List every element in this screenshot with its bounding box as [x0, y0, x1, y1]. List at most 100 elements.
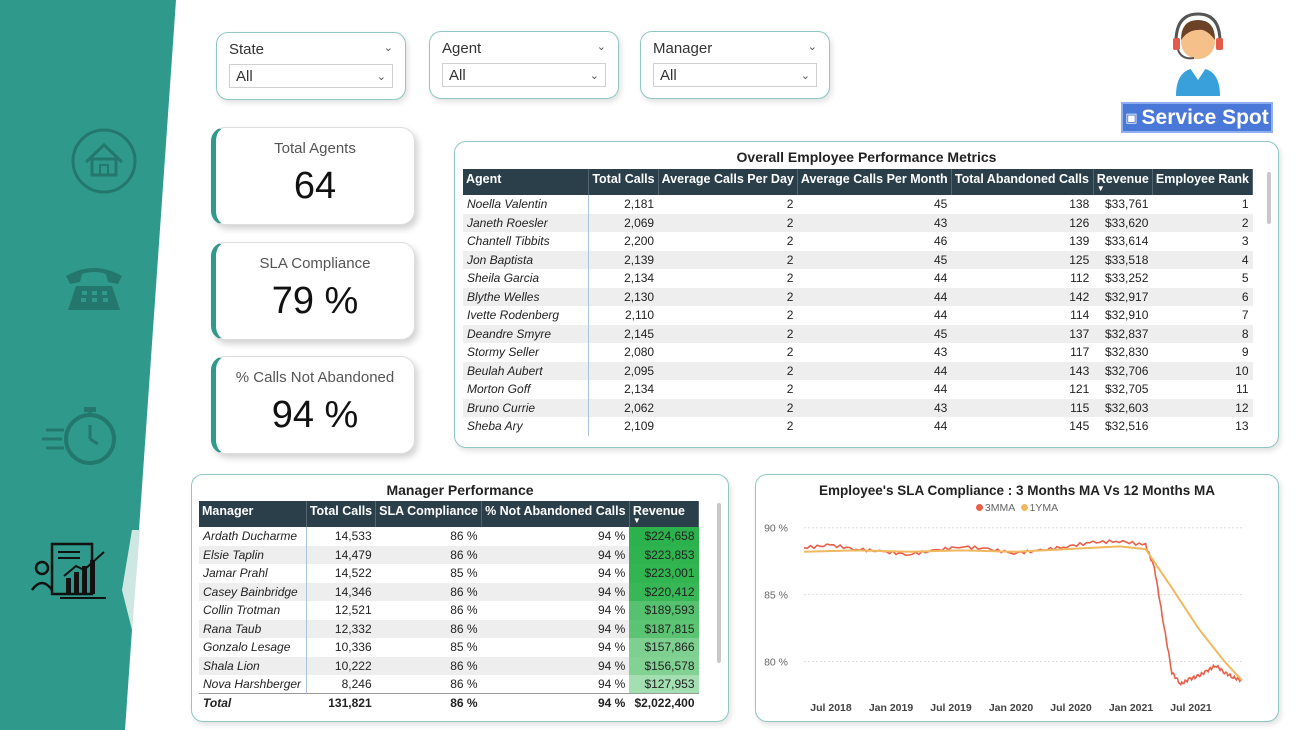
table-cell: 2,062 [588, 398, 659, 417]
table-cell: 126 [951, 213, 1094, 232]
table-cell: 44 [934, 308, 948, 323]
table-cell: $223,853 [629, 545, 699, 564]
column-header[interactable]: Manager [199, 501, 307, 527]
sla-chart-panel: Employee's SLA Compliance : 3 Months MA … [755, 474, 1279, 722]
column-header[interactable]: Employee Rank [1152, 169, 1254, 195]
table-row[interactable]: Bruno Currie 2,062 2 43 115 $32,603 12 [463, 398, 1253, 417]
table-row[interactable]: Stormy Seller 2,080 2 43 117 $32,830 9 [463, 343, 1253, 362]
table-header-row: Agent Total Calls Average Calls Per Day Ave… [463, 169, 1254, 195]
table-row[interactable]: Rana Taub 12,332 86 % 94 % $187,815 [199, 619, 699, 638]
table-row[interactable]: Janeth Roesler 2,069 2 43 126 $33,620 2 [463, 213, 1253, 232]
table-row[interactable]: Nova Harshberger 8,246 86 % 94 % $127,953 [199, 675, 699, 694]
chevron-down-icon[interactable]: ⌄ [383, 42, 393, 54]
table-row[interactable]: Ivette Rodenberg 2,110 2 44 114 $32,910 7 [463, 306, 1253, 325]
series-line-3mma[interactable] [803, 539, 1243, 687]
chevron-down-icon[interactable]: ⌄ [596, 41, 606, 53]
total-cell: 86 % [375, 693, 482, 712]
stopwatch-icon[interactable] [42, 404, 118, 466]
table-cell: 125 [951, 250, 1094, 269]
column-header[interactable]: Average Calls Per Month [797, 169, 952, 195]
chevron-down-icon[interactable]: ⌄ [807, 41, 817, 53]
table-row[interactable]: Sheba Ary 2,109 2 44 145 $32,516 13 [463, 417, 1253, 436]
manager-dropdown[interactable]: All ⌄ [653, 63, 817, 87]
legend-marker [975, 504, 983, 511]
table-cell: 2,110 [624, 308, 655, 323]
table-cell: 8,246 [341, 677, 372, 691]
table-row[interactable]: Noella Valentin 2,181 2 45 138 $33,761 1 [463, 195, 1253, 214]
table-cell: 2 [786, 234, 794, 249]
table-cell: $32,830 [1105, 345, 1149, 360]
state-slicer[interactable]: State ⌄ All ⌄ [216, 32, 406, 100]
table-cell: Casey Bainbridge [199, 582, 307, 601]
manager-slicer[interactable]: Manager ⌄ All ⌄ [640, 31, 830, 99]
table-cell: Rana Taub [199, 619, 307, 638]
logo-text: Service Spot [1141, 105, 1269, 129]
panel-title: Overall Employee Performance Metrics [736, 149, 997, 165]
chart-legend: 3MMA 1YMA [756, 502, 1278, 514]
table-cell: 2,080 [624, 345, 655, 360]
column-header[interactable]: Total Calls [306, 501, 377, 527]
table-cell: 2 [658, 398, 798, 417]
table-row[interactable]: Casey Bainbridge 14,346 86 % 94 % $220,412 [199, 582, 699, 601]
table-row[interactable]: Jamar Prahl 14,522 85 % 94 % $223,001 [199, 564, 699, 583]
sidebar [0, 0, 180, 730]
column-header[interactable]: Revenue ▼ [629, 501, 700, 527]
table-cell: Jon Baptista [463, 250, 590, 269]
column-header[interactable]: Average Calls Per Day [658, 169, 798, 195]
table-cell: 12,332 [306, 619, 376, 638]
table-cell: Deandre Smyre [463, 324, 590, 343]
table-row[interactable]: Ardath Ducharme 14,533 86 % 94 % $224,658 [199, 527, 699, 546]
table-scrollbar[interactable] [1267, 172, 1271, 224]
table-row[interactable]: Collin Trotman 12,521 86 % 94 % $189,593 [199, 601, 699, 620]
series-line-1yma[interactable] [803, 545, 1243, 681]
table-cell: Gonzalo Lesage [199, 638, 307, 657]
table-cell: 85 % [450, 640, 478, 655]
column-header[interactable]: Agent [463, 169, 590, 195]
table-row[interactable]: Deandre Smyre 2,145 2 45 137 $32,837 8 [463, 324, 1253, 343]
column-header[interactable]: % Not Abandoned Calls [481, 501, 630, 527]
table-scrollbar[interactable] [717, 503, 721, 663]
table-cell: 94 % [597, 566, 626, 581]
state-dropdown[interactable]: All ⌄ [229, 64, 393, 88]
table-cell: 94 % [481, 545, 630, 564]
table-cell: 2 [1152, 213, 1253, 232]
table-cell: 45 [934, 197, 948, 212]
table-cell: Beulah Aubert [463, 361, 590, 380]
table-cell: Shala Lion [199, 656, 307, 675]
performance-report-icon[interactable] [30, 542, 110, 606]
table-cell: 117 [1070, 345, 1090, 360]
column-header[interactable]: Total Abandoned Calls [951, 169, 1094, 195]
agent-slicer[interactable]: Agent ⌄ All ⌄ [429, 31, 619, 99]
table-cell: Stormy Seller [463, 343, 590, 362]
total-cell: Total [199, 693, 307, 712]
table-row[interactable]: Elsie Taplin 14,479 86 % 94 % $223,853 [199, 545, 699, 564]
table-cell: 2,200 [624, 234, 655, 249]
table-cell: Bruno Currie [463, 398, 590, 417]
home-icon[interactable] [70, 128, 138, 194]
table-cell: $187,815 [629, 619, 699, 638]
column-header[interactable]: Revenue ▼ [1093, 169, 1153, 195]
table-row[interactable]: Gonzalo Lesage 10,336 85 % 94 % $157,866 [199, 638, 699, 657]
telephone-icon[interactable] [62, 262, 126, 314]
table-cell: Ivette Rodenberg [463, 306, 590, 325]
table-row[interactable]: Chantell Tibbits 2,200 2 46 139 $33,614 3 [463, 232, 1253, 251]
table-cell: Chantell Tibbits [463, 232, 590, 251]
agent-dropdown[interactable]: All ⌄ [442, 63, 606, 87]
table-row[interactable]: Blythe Welles 2,130 2 44 142 $32,917 6 [463, 287, 1253, 306]
table-cell: 115 [951, 398, 1094, 417]
table-cell: 86 % [375, 656, 482, 675]
table-cell: Ardath Ducharme [199, 527, 307, 546]
table-cell: Blythe Welles [463, 287, 590, 306]
table-cell: 14,533 [334, 529, 372, 544]
table-row[interactable]: Beulah Aubert 2,095 2 44 143 $32,706 10 [463, 361, 1253, 380]
table-cell: 142 [951, 287, 1094, 306]
table-row[interactable]: Jon Baptista 2,139 2 45 125 $33,518 4 [463, 250, 1253, 269]
table-cell: 43 [934, 345, 948, 360]
table-row[interactable]: Morton Goff 2,134 2 44 121 $32,705 11 [463, 380, 1253, 399]
table-cell: Collin Trotman [199, 601, 307, 620]
table-row[interactable]: Sheila Garcia 2,134 2 44 112 $33,252 5 [463, 269, 1253, 288]
table-row[interactable]: Shala Lion 10,222 86 % 94 % $156,578 [199, 656, 699, 675]
column-header[interactable]: SLA Compliance [375, 501, 483, 527]
table-cell: 2,069 [588, 213, 659, 232]
column-header[interactable]: Total Calls [588, 169, 659, 195]
